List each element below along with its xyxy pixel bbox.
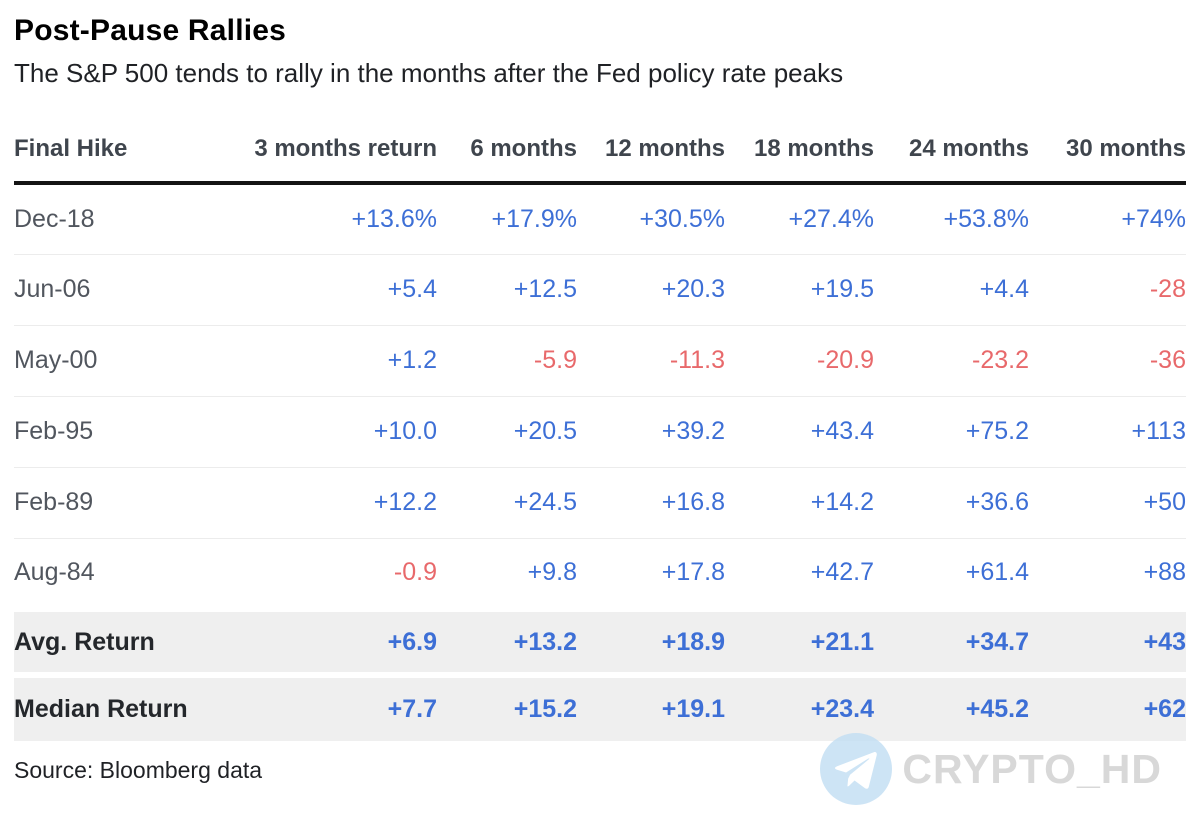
cell-value: +34.7 (874, 606, 1029, 675)
table-row-feb-95: Feb-95 +10.0 +20.5 +39.2 +43.4 +75.2 +11… (14, 396, 1186, 467)
cell-value: +1.2 (387, 346, 437, 374)
cell-value: -0.9 (393, 557, 437, 586)
chart-subtitle: The S&P 500 tends to rally in the months… (14, 58, 844, 88)
cell-value: +5.4 (387, 275, 437, 303)
cell-value: -11.3 (669, 346, 725, 374)
cell-value: +36.6 (965, 488, 1029, 516)
cell-value: +27.4% (788, 204, 875, 233)
row-label: Dec-18 (14, 204, 95, 233)
cell-value: +18.9 (577, 606, 725, 675)
row-label: Feb-89 (14, 488, 94, 516)
cell-value: +30.5% (639, 204, 726, 233)
cell-value: +50 (1143, 488, 1186, 516)
cell-value: +17.9% (491, 204, 578, 233)
column-header-18-months: 18 months (725, 135, 874, 185)
cell-value: +45.2 (874, 672, 1029, 741)
row-label: Aug-84 (14, 557, 95, 586)
cell-value: +10.0 (373, 417, 437, 445)
source-note: Source: Bloomberg data (14, 757, 263, 783)
cell-value: +19.1 (577, 672, 725, 741)
table-row-median-return: Median Return +7.7 +15.2 +19.1 +23.4 +45… (14, 672, 1186, 741)
cell-value: +62 (1029, 672, 1186, 741)
column-header-6-months: 6 months (437, 135, 577, 185)
cell-value: +17.8 (661, 557, 725, 586)
cell-value: +61.4 (965, 557, 1029, 586)
cell-value: -5.9 (533, 346, 577, 374)
table-row-dec-18: Dec-18 +13.6% +17.9% +30.5% +27.4% +53.8… (14, 183, 1186, 254)
table-row-feb-89: Feb-89 +12.2 +24.5 +16.8 +14.2 +36.6 +50 (14, 467, 1186, 538)
cell-value: +75.2 (965, 417, 1029, 445)
table-row-aug-84: Aug-84 -0.9 +9.8 +17.8 +42.7 +61.4 +88 (14, 538, 1186, 609)
page-title: Post-Pause Rallies (14, 14, 287, 47)
cell-value: +43.4 (810, 417, 874, 445)
cell-value: -20.9 (817, 346, 874, 374)
cell-value: +43 (1029, 606, 1186, 675)
cell-value: -36 (1149, 346, 1186, 374)
cell-value: +42.7 (810, 557, 874, 586)
cell-value: +13.2 (437, 606, 577, 675)
table-row-jun-06: Jun-06 +5.4 +12.5 +20.3 +19.5 +4.4 -28 (14, 254, 1186, 325)
cell-value: +88 (1143, 557, 1186, 586)
column-header-final-hike: Final Hike (14, 135, 194, 185)
row-label: Jun-06 (14, 275, 91, 303)
cell-value: +15.2 (437, 672, 577, 741)
table-row-avg-return: Avg. Return +6.9 +13.2 +18.9 +21.1 +34.7… (14, 606, 1186, 675)
column-header-3-months: 3 months return (194, 135, 437, 185)
column-header-12-months: 12 months (577, 135, 725, 185)
column-header-30-months: 30 months (1029, 135, 1186, 185)
cell-value: +12.2 (373, 488, 437, 516)
cell-value: +9.8 (527, 557, 577, 586)
cell-value: +4.4 (979, 275, 1029, 303)
cell-value: +20.5 (513, 417, 577, 445)
cell-value: +21.1 (725, 606, 874, 675)
cell-value: +113 (1131, 417, 1186, 445)
cell-value: +7.7 (194, 672, 437, 741)
cell-value: +13.6% (351, 204, 438, 233)
cell-value: +39.2 (661, 417, 725, 445)
row-label: Avg. Return (14, 606, 194, 675)
cell-value: +74% (1121, 204, 1186, 233)
cell-value: +53.8% (943, 204, 1030, 233)
row-label: Median Return (14, 672, 194, 741)
cell-value: +12.5 (513, 275, 577, 303)
cell-value: +6.9 (194, 606, 437, 675)
row-label: May-00 (14, 346, 98, 374)
cell-value: -23.2 (972, 346, 1029, 374)
column-header-24-months: 24 months (874, 135, 1029, 185)
cell-value: +20.3 (661, 275, 725, 303)
cell-value: +16.8 (661, 488, 725, 516)
cell-value: +14.2 (810, 488, 874, 516)
cell-value: +19.5 (810, 275, 874, 303)
cell-value: -28 (1149, 275, 1186, 303)
row-label: Feb-95 (14, 417, 94, 445)
returns-table: Final Hike 3 months return 6 months 12 m… (14, 135, 1186, 741)
cell-value: +24.5 (513, 488, 577, 516)
cell-value: +23.4 (725, 672, 874, 741)
table-row-may-00: May-00 +1.2 -5.9 -11.3 -20.9 -23.2 -36 (14, 325, 1186, 396)
table-header-row: Final Hike 3 months return 6 months 12 m… (14, 135, 1186, 185)
